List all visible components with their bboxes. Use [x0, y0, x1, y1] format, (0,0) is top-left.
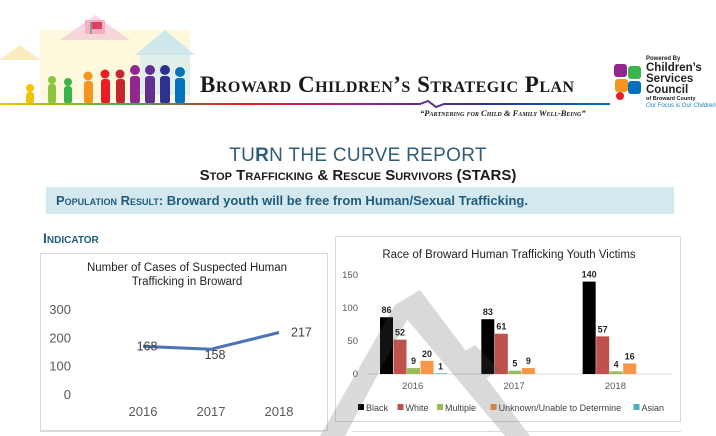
- legend-label: Black: [366, 403, 389, 413]
- header-banner: Broward Children’s Strategic Plan “Partn…: [0, 0, 716, 125]
- bar-multiple: [407, 368, 420, 374]
- legend-swatch: [437, 404, 443, 410]
- bar-white: [494, 333, 508, 374]
- bar-data-label: 9: [526, 356, 531, 366]
- legend-label: Asian: [642, 403, 665, 413]
- bar-multiple: [508, 370, 522, 374]
- legend-swatch: [397, 404, 404, 410]
- bar-chart-y-tick: 0: [353, 369, 358, 380]
- bar-chart-y-tick: 50: [347, 336, 358, 347]
- line-series: [142, 331, 280, 351]
- line-chart-title-line2: Trafficking in Broward: [132, 276, 243, 288]
- bar-data-label: 1: [438, 361, 443, 371]
- bar-black: [582, 281, 596, 374]
- next-card-right-edge: [352, 431, 681, 436]
- bar-chart-title: Race of Broward Human Trafficking Youth …: [382, 249, 636, 261]
- csc-county: of Broward County: [646, 96, 696, 102]
- legend-swatch: [490, 404, 497, 410]
- family-illustration: [0, 15, 195, 104]
- legend-swatch: [633, 404, 640, 410]
- bar-data-label: 140: [582, 270, 597, 280]
- next-card-left-edge: [40, 431, 328, 436]
- csc-powered-by: Powered By: [646, 56, 681, 62]
- legend-label: Unknown/Unable to Determine: [499, 403, 622, 413]
- bar-white: [393, 339, 407, 374]
- population-result-box: Population Result: Broward youth will be…: [46, 187, 674, 214]
- legend-swatch: [358, 404, 364, 410]
- bar-data-label: 52: [395, 328, 405, 338]
- line-chart-y-tick: 0: [64, 387, 71, 402]
- bar-chart-x-tick: 2016: [402, 381, 423, 392]
- bar-data-label: 16: [625, 351, 635, 361]
- legend-label: White: [406, 403, 429, 413]
- line-chart-data-label: 158: [205, 348, 226, 362]
- bar-data-label: 5: [512, 359, 517, 369]
- line-chart-data-label: 168: [137, 339, 158, 353]
- line-chart-card: Number of Cases of Suspected Human Traff…: [40, 253, 328, 431]
- puzzle-icon: [614, 64, 641, 100]
- line-chart-title-line1: Number of Cases of Suspected Human: [87, 262, 287, 274]
- legend-label: Multiple: [445, 403, 476, 413]
- bar-white: [596, 336, 610, 374]
- bar-data-label: 4: [614, 359, 619, 369]
- report-title: TURN THE CURVE REPORT: [229, 145, 487, 166]
- bar-unknown: [521, 368, 535, 374]
- banner-tagline: “Partnering for Child & Family Well-Bein…: [420, 108, 586, 118]
- bar-chart-card: Race of Broward Human Trafficking Youth …: [335, 236, 681, 422]
- bar-chart-x-tick: 2017: [504, 381, 525, 392]
- csc-logo: Powered By Children’s Services Council o…: [612, 56, 716, 120]
- banner-title: Broward Children’s Strategic Plan: [200, 72, 575, 97]
- line-chart: Number of Cases of Suspected Human Traff…: [49, 262, 312, 419]
- bar-chart-y-tick: 150: [342, 270, 358, 281]
- bar-data-label: 86: [381, 305, 391, 315]
- bar-chart-x-tick: 2018: [605, 381, 626, 392]
- line-chart-x-tick: 2016: [129, 404, 158, 419]
- line-chart-x-tick: 2017: [197, 404, 226, 419]
- indicator-heading: Indicator: [43, 230, 99, 246]
- bar-asian: [434, 373, 447, 374]
- bar-data-label: 9: [411, 356, 416, 366]
- report-subtitle: Stop Trafficking & Rescue Survivors (STA…: [199, 167, 517, 184]
- bar-unknown: [623, 363, 637, 374]
- line-chart-y-tick: 300: [49, 302, 71, 317]
- population-result-label: Population Result:: [56, 193, 164, 208]
- line-chart-data-label: 217: [291, 326, 312, 340]
- bar-data-label: 57: [598, 324, 608, 334]
- bar-data-label: 83: [483, 307, 493, 317]
- rainbow-divider: [0, 100, 610, 108]
- line-chart-x-tick: 2018: [265, 404, 294, 419]
- bar-unknown: [420, 360, 434, 374]
- population-result-text: Broward youth will be free from Human/Se…: [166, 193, 528, 208]
- bar-chart-y-tick: 100: [342, 303, 358, 314]
- bar-data-label: 20: [422, 349, 432, 359]
- line-chart-y-tick: 200: [49, 330, 71, 345]
- csc-motto: Our Focus is Our Children: [646, 103, 716, 109]
- bar-chart: Race of Broward Human Trafficking Youth …: [342, 249, 672, 413]
- bar-data-label: 61: [496, 322, 506, 332]
- csc-name: Children’s Services Council: [646, 62, 702, 96]
- line-chart-y-tick: 100: [49, 359, 71, 374]
- bar-multiple: [609, 371, 623, 374]
- bar-black: [380, 317, 393, 374]
- bar-black: [481, 319, 495, 374]
